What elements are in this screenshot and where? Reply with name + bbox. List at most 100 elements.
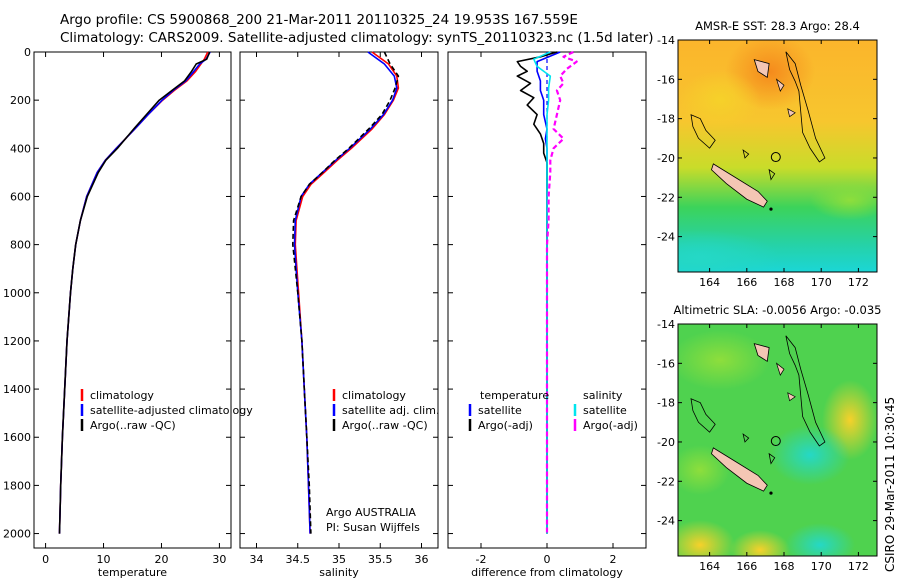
x-tick-label: 2 <box>610 553 617 566</box>
x-tick-label: -2 <box>476 553 487 566</box>
y-tick-label: 800 <box>10 239 31 252</box>
map-x-tick-label: 166 <box>736 560 757 573</box>
legend-label: satellite-adjusted climatology <box>90 404 253 417</box>
map-y-tick-label: -20 <box>657 436 675 449</box>
pi-label: PI: Susan Wijffels <box>326 521 420 534</box>
new-caledonia-island <box>711 163 768 208</box>
y-tick-label: 200 <box>10 94 31 107</box>
credit-timestamp: CSIRO 29-Mar-2011 10:30:45 <box>883 397 897 572</box>
island-contour <box>742 149 750 159</box>
malakula-island <box>775 78 785 92</box>
isle-of-pines-marker <box>769 207 773 211</box>
map-x-tick-label: 164 <box>699 276 720 289</box>
argo-float-position-marker <box>770 152 781 163</box>
legend-label: climatology <box>90 389 154 402</box>
series-line-argo-raw-qc <box>292 51 400 534</box>
x-tick-label: 36 <box>415 553 429 566</box>
x-tick-label: 10 <box>97 553 111 566</box>
legend-label: Argo(-adj) <box>478 419 533 432</box>
map-panel-1: 164 166 168 170 172 -14 -16 -18 -20 -22 -24 AMSR-E … <box>657 19 878 289</box>
vanuatu-bathymetry-contour <box>785 335 826 447</box>
legend-label: Argo(-adj) <box>583 419 638 432</box>
x-tick-label: 30 <box>212 553 226 566</box>
efate-island <box>787 108 796 118</box>
map-y-tick-label: -16 <box>657 357 675 370</box>
x-tick-label: 0 <box>42 553 49 566</box>
sla-patch-1 <box>678 330 770 390</box>
map-x-tick-label: 168 <box>774 560 795 573</box>
malakula-island <box>775 362 785 376</box>
series-line-climatology <box>58 51 209 534</box>
map-x-tick-label: 172 <box>848 560 869 573</box>
map-y-tick-label: -18 <box>657 113 675 126</box>
espiritu-santo-island <box>753 59 770 79</box>
profile-panels: 0 10 20 30temperature0200400600800100012001… <box>3 46 647 579</box>
legend-header: salinity <box>583 389 623 402</box>
sst-warm-patch <box>680 70 760 130</box>
map-title: AMSR-E SST: 28.3 Argo: 28.4 <box>695 19 860 33</box>
sla-low-mid <box>770 425 850 485</box>
map-y-tick-label: -22 <box>657 475 675 488</box>
map-y-tick-label: -14 <box>657 318 675 331</box>
y-tick-label: 400 <box>10 142 31 155</box>
map-y-tick-label: -14 <box>657 34 675 47</box>
x-axis-label: salinity <box>319 566 359 579</box>
panel-frame <box>239 51 439 549</box>
map-frame <box>677 323 878 557</box>
map-x-tick-label: 164 <box>699 560 720 573</box>
map-y-tick-label: -22 <box>657 191 675 204</box>
series-line-salinity-argo-adj <box>545 51 578 534</box>
map-x-tick-label: 172 <box>848 276 869 289</box>
sla-high-s <box>730 530 790 556</box>
legend-label: Argo(..raw -QC) <box>342 419 428 432</box>
map-x-tick-label: 170 <box>811 560 832 573</box>
profile-panel-2: 34 34.5 35 35.5 36 salinity climatology satelli… <box>239 51 439 579</box>
figure-title-line2: Climatology: CARS2009. Satellite-adjuste… <box>60 30 654 46</box>
sst-map <box>678 40 877 272</box>
figure-title-line1: Argo profile: CS 5900868_200 21-Mar-2011… <box>60 12 578 28</box>
y-tick-label: 1600 <box>3 431 31 444</box>
map-y-tick-label: -20 <box>657 152 675 165</box>
legend-label: satellite <box>478 404 522 417</box>
espiritu-santo-island <box>753 343 770 363</box>
x-tick-label: 20 <box>154 553 168 566</box>
map-x-tick-label: 168 <box>774 276 795 289</box>
x-tick-label: 0 <box>544 553 551 566</box>
sla-high-sw <box>678 520 735 556</box>
legend-header: temperature <box>480 389 549 402</box>
map-x-tick-label: 170 <box>811 276 832 289</box>
efate-island <box>787 392 796 402</box>
map-title: Altimetric SLA: -0.0056 Argo: -0.035 <box>674 303 882 317</box>
series-line-temperature-satellite <box>536 51 561 534</box>
sla-low-s <box>785 523 855 556</box>
x-tick-label: 35 <box>332 553 346 566</box>
legend-label: satellite <box>583 404 627 417</box>
sst-cool-patch <box>678 230 780 272</box>
series-line-argo-raw-qc <box>58 51 211 534</box>
reef-contour <box>690 114 716 149</box>
x-tick-label: 35.5 <box>368 553 393 566</box>
map-y-tick-label: -24 <box>657 231 675 244</box>
loyalty-islands-contour <box>768 168 776 181</box>
reef-contour <box>690 398 716 433</box>
series-line-temperature-argo-adj <box>516 51 558 534</box>
legend-label: satellite adj. clim. <box>342 404 439 417</box>
sla-map <box>678 324 877 556</box>
new-caledonia-island <box>711 447 768 492</box>
map-panel-2: 164 166 168 170 172 -14 -16 -18 -20 -22 -24 Altimet… <box>657 303 881 573</box>
y-tick-label: 1200 <box>3 335 31 348</box>
map-x-tick-label: 166 <box>736 276 757 289</box>
isle-of-pines-marker <box>769 491 773 495</box>
y-tick-label: 2000 <box>3 528 31 541</box>
x-tick-label: 34.5 <box>286 553 311 566</box>
map-y-tick-label: -18 <box>657 397 675 410</box>
map-overlays: 164 166 168 170 172 -14 -16 -18 -20 -22 -24 AMSR-E … <box>657 19 881 573</box>
y-tick-label: 0 <box>24 46 31 59</box>
legend-label: climatology <box>342 389 406 402</box>
vanuatu-bathymetry-contour <box>785 51 826 163</box>
map-y-tick-label: -24 <box>657 515 675 528</box>
panel-frame <box>33 51 232 549</box>
legend-label: Argo(..raw -QC) <box>90 419 176 432</box>
